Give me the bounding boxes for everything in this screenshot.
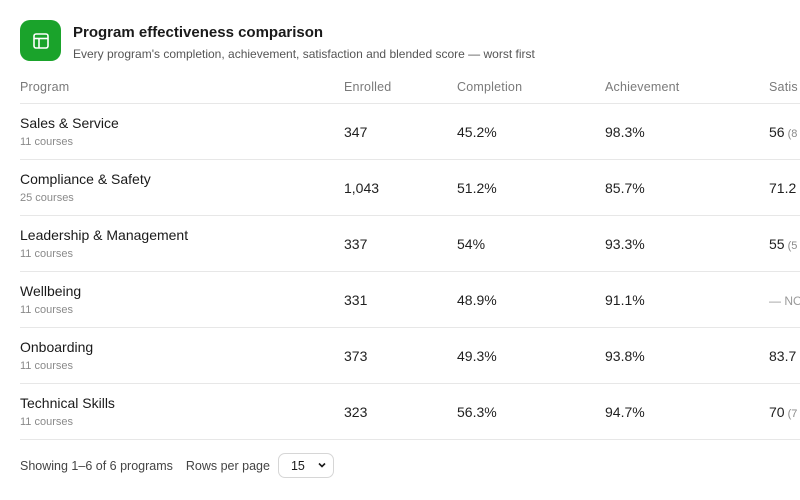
enrolled-value: 337 [344, 236, 368, 252]
completion-value: 56.3% [457, 404, 497, 420]
satisfaction-cell: 70 (7 [769, 404, 797, 420]
program-name: Compliance & Safety [20, 171, 151, 187]
enrolled-value: 323 [344, 404, 368, 420]
completion-value: 45.2% [457, 124, 497, 140]
satisfaction-cell: — NO [769, 292, 800, 308]
table-body: Sales & Service 11 courses 347 45.2% 98.3% 56… [20, 104, 800, 440]
satisfaction-value: — NO [769, 294, 800, 308]
chevron-down-icon [317, 459, 327, 473]
page-title: Program effectiveness comparison [73, 24, 324, 41]
table-row[interactable]: Technical Skills 11 courses 323 56.3% 94.7% 7… [20, 384, 800, 440]
program-course-count: 11 courses [20, 304, 73, 316]
column-header-program[interactable]: Program [20, 80, 70, 94]
satisfaction-value: 83.7 [769, 348, 797, 364]
satisfaction-cell: 83.7 [769, 348, 796, 364]
completion-value: 48.9% [457, 292, 497, 308]
enrolled-value: 331 [344, 292, 368, 308]
rows-per-page-value: 15 [290, 458, 305, 473]
program-name: Technical Skills [20, 395, 115, 411]
satisfaction-value: 55 [769, 236, 785, 252]
program-table: Program Enrolled Completion Achievement … [20, 70, 800, 440]
achievement-value: 85.7% [605, 180, 645, 196]
column-header-achievement[interactable]: Achievement [605, 80, 680, 94]
page-header: Program effectiveness comparison Every p… [20, 20, 535, 62]
enrolled-value: 1,043 [344, 180, 380, 196]
program-name: Sales & Service [20, 115, 119, 131]
program-course-count: 11 courses [20, 136, 73, 148]
achievement-value: 98.3% [605, 124, 645, 140]
satisfaction-responses: (5 [787, 240, 798, 252]
completion-value: 54% [457, 236, 486, 252]
satisfaction-value: 71.2 [769, 180, 797, 196]
table-footer: Showing 1–6 of 6 programs Rows per page … [20, 453, 334, 478]
satisfaction-value: 70 [769, 404, 785, 420]
satisfaction-cell: 56 (8 [769, 124, 797, 140]
column-header-completion[interactable]: Completion [457, 80, 523, 94]
enrolled-value: 347 [344, 124, 368, 140]
achievement-value: 94.7% [605, 404, 645, 420]
pagination-summary: Showing 1–6 of 6 programs [20, 458, 173, 473]
table-row[interactable]: Sales & Service 11 courses 347 45.2% 98.3% 56… [20, 104, 800, 160]
satisfaction-responses: (7 [787, 408, 798, 420]
table-row[interactable]: Compliance & Safety 25 courses 1,043 51.2% 8… [20, 160, 800, 216]
table-icon [20, 20, 61, 61]
table-row[interactable]: Leadership & Management 11 courses 337 54% 9… [20, 216, 800, 272]
achievement-value: 93.3% [605, 236, 645, 252]
satisfaction-value: 56 [769, 124, 785, 140]
program-name: Leadership & Management [20, 227, 189, 243]
program-course-count: 11 courses [20, 248, 73, 260]
achievement-value: 91.1% [605, 292, 645, 308]
column-header-enrolled[interactable]: Enrolled [344, 80, 392, 94]
program-name: Wellbeing [20, 283, 82, 299]
table-row[interactable]: Wellbeing 11 courses 331 48.9% 91.1% — NO [20, 272, 800, 328]
satisfaction-cell: 55 (5 [769, 236, 797, 252]
table-row[interactable]: Onboarding 11 courses 373 49.3% 93.8% 83.7 [20, 328, 800, 384]
table-header: Program Enrolled Completion Achievement … [20, 70, 800, 104]
achievement-value: 93.8% [605, 348, 645, 364]
column-header-satisfaction[interactable]: Satis [769, 80, 798, 94]
rows-per-page-select[interactable]: 15 [277, 453, 334, 478]
program-course-count: 11 courses [20, 360, 73, 372]
program-course-count: 25 courses [20, 192, 74, 204]
program-course-count: 11 courses [20, 416, 73, 428]
satisfaction-cell: 71.2 [769, 180, 796, 196]
program-name: Onboarding [20, 339, 94, 355]
satisfaction-responses: (8 [787, 128, 798, 140]
rows-per-page-label: Rows per page [185, 458, 270, 473]
enrolled-value: 373 [344, 348, 368, 364]
page-subtitle: Every program's completion, achievement,… [73, 47, 535, 61]
completion-value: 51.2% [457, 180, 497, 196]
completion-value: 49.3% [457, 348, 497, 364]
